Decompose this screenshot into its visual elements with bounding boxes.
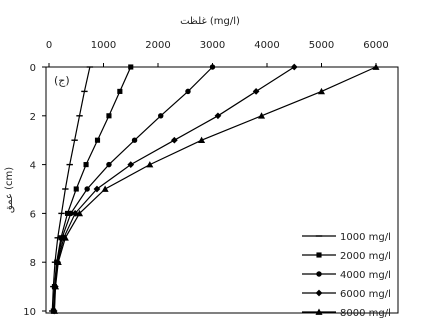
legend: 1000 mg/l 2000 mg/l 4000 mg/l 6000 mg/l 8000… bbox=[302, 232, 391, 319]
x-tick-label: 1000 bbox=[91, 40, 116, 51]
data-point-circle bbox=[209, 64, 216, 70]
data-point-circle bbox=[316, 271, 322, 277]
data-point-diamond bbox=[315, 289, 323, 297]
data-point-triangle bbox=[372, 63, 380, 70]
x-tick-label: 3000 bbox=[200, 40, 225, 51]
data-point-triangle bbox=[258, 112, 266, 119]
y-axis-title-group: عمق (cm) bbox=[4, 167, 15, 213]
x-axis-title: غلظت (mg/l) bbox=[180, 16, 240, 27]
legend-label: 8000 mg/l bbox=[340, 308, 391, 319]
y-tick-label: 0 bbox=[30, 63, 36, 74]
x-tick-label: 5000 bbox=[309, 40, 334, 51]
panel-label: (ج) bbox=[54, 74, 70, 87]
data-point-triangle bbox=[101, 185, 109, 192]
legend-label: 6000 mg/l bbox=[340, 289, 391, 300]
data-point-diamond bbox=[170, 136, 178, 144]
legend-item: 1000 mg/l bbox=[302, 232, 391, 243]
y-tick-label: 6 bbox=[30, 209, 36, 220]
plot-area bbox=[45, 66, 399, 314]
x-tick-label: 4000 bbox=[254, 40, 279, 51]
data-point-diamond bbox=[93, 185, 101, 193]
data-point-square bbox=[83, 162, 89, 168]
y-tick-label: 8 bbox=[30, 258, 36, 269]
y-tick-label: 2 bbox=[30, 112, 36, 123]
series-5 bbox=[50, 63, 380, 314]
data-point-triangle bbox=[50, 307, 58, 314]
data-point-circle bbox=[68, 210, 74, 217]
legend-item: 2000 mg/l bbox=[302, 251, 391, 262]
data-point-square bbox=[128, 64, 134, 70]
data-point-diamond bbox=[252, 88, 260, 95]
legend-item: 8000 mg/l bbox=[302, 308, 391, 319]
data-point-triangle bbox=[315, 308, 323, 315]
data-point-circle bbox=[185, 88, 191, 95]
y-tick-label: 10 bbox=[23, 307, 36, 318]
data-point-square bbox=[117, 88, 123, 94]
legend-label: 1000 mg/l bbox=[340, 232, 391, 243]
data-point-diamond bbox=[214, 112, 222, 120]
data-point-circle bbox=[106, 161, 112, 168]
y-axis-ticks: 0 2 4 6 8 10 bbox=[23, 63, 46, 318]
series-layer bbox=[49, 63, 380, 315]
data-point-triangle bbox=[76, 209, 84, 217]
data-point-diamond bbox=[127, 161, 135, 168]
data-point-square bbox=[94, 137, 101, 143]
data-point-square bbox=[73, 186, 79, 192]
data-point-square bbox=[316, 252, 322, 258]
x-tick-label: 0 bbox=[46, 40, 52, 51]
data-point-triangle bbox=[146, 161, 154, 168]
data-point-triangle bbox=[52, 283, 60, 290]
series-line bbox=[51, 66, 91, 312]
x-tick-label: 2000 bbox=[145, 40, 170, 51]
y-axis-title: عمق (cm) bbox=[4, 167, 15, 213]
data-point-circle bbox=[158, 113, 164, 119]
data-point-diamond bbox=[290, 63, 298, 71]
x-axis-ticks: 0 1000 2000 3000 4000 5000 6000 bbox=[46, 40, 389, 67]
data-point-triangle bbox=[198, 136, 206, 144]
legend-label: 2000 mg/l bbox=[340, 251, 391, 262]
data-point-triangle bbox=[317, 87, 326, 95]
data-point-circle bbox=[131, 137, 138, 143]
y-tick-label: 4 bbox=[30, 161, 36, 172]
data-point-square bbox=[106, 113, 112, 119]
legend-item: 4000 mg/l bbox=[302, 270, 391, 281]
x-tick-label: 6000 bbox=[363, 40, 388, 51]
legend-item: 6000 mg/l bbox=[302, 289, 391, 300]
data-point-circle bbox=[84, 186, 90, 192]
data-point-triangle bbox=[54, 258, 62, 266]
legend-label: 4000 mg/l bbox=[340, 270, 391, 281]
data-point-square bbox=[64, 210, 71, 216]
data-point-triangle bbox=[61, 234, 69, 241]
